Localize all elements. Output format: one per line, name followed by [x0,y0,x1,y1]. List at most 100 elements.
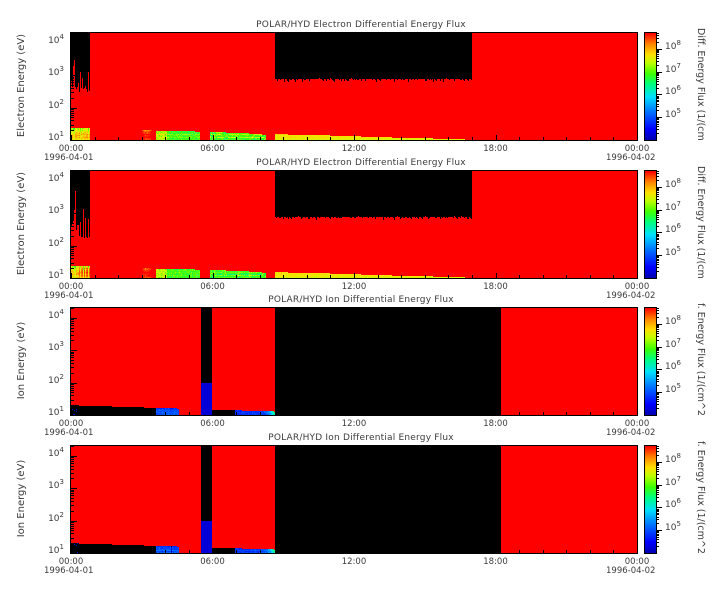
x-minor-tick [519,137,520,140]
y-minor-tick [71,80,74,81]
colorbar-minor-tick [656,490,659,491]
colorbar-minor-tick [656,234,659,235]
colorbar-minor-tick [656,333,659,334]
x-minor-tick [142,137,143,140]
y-tick-label: 103 [48,478,64,492]
x-minor-tick [472,550,473,553]
x-tick-label: 00:00 [624,282,650,292]
colorbar-minor-tick [656,534,659,535]
x-minor-tick [142,550,143,553]
x-minor-tick [543,550,544,553]
x-tick-label: 12:00 [341,557,367,567]
colorbar-minor-tick [656,42,659,43]
y-minor-tick [71,251,74,252]
x-minor-tick [401,275,402,278]
colorbar-minor-tick [656,262,659,263]
colorbar-minor-tick [656,88,659,89]
x-minor-tick [189,137,190,140]
plot-area[interactable] [70,32,638,141]
colorbar-minor-tick [656,236,659,237]
y-minor-tick [71,530,74,531]
colorbar-minor-tick [656,401,659,402]
x-minor-tick [260,137,261,140]
x-minor-tick [118,137,119,140]
y-minor-tick [71,363,74,364]
x-minor-tick [236,412,237,415]
colorbar-gradient [645,446,656,553]
colorbar-tick-mark [656,117,662,118]
plot-area[interactable] [70,307,638,416]
y-minor-tick [71,223,74,224]
y-minor-tick [71,505,74,506]
colorbar-minor-tick [656,271,659,272]
spectrogram-image [71,33,637,140]
colorbar-minor-tick [656,336,659,337]
y-tick-mark [71,140,77,141]
y-minor-tick [71,109,74,110]
x-tick-label: 06:00 [200,557,225,567]
colorbar-minor-tick [656,97,659,98]
y-axis-label: Ion Energy (eV) [16,321,27,400]
colorbar-minor-tick [656,317,659,318]
colorbar-minor-tick [656,58,659,59]
colorbar-minor-tick [656,352,659,353]
y-minor-tick [71,533,74,534]
x-tick-label: 00:00 [58,144,84,154]
y-minor-tick [71,220,74,221]
colorbar-minor-tick [656,257,659,258]
y-minor-tick [71,226,74,227]
plot-area[interactable] [70,445,638,554]
x-minor-tick [401,137,402,140]
x-axis-start-date: 1996-04-01 [44,566,94,576]
y-minor-tick [71,230,74,231]
spectrogram-image [71,308,637,415]
colorbar-minor-tick [656,51,659,52]
y-tick-label: 104 [48,170,64,184]
y-tick-mark [71,350,77,351]
y-minor-tick [71,400,74,401]
colorbar-minor-tick [656,129,659,130]
colorbar-minor-tick [656,259,659,260]
spectrogram-image [71,171,637,278]
colorbar-minor-tick [656,509,659,510]
y-minor-tick [71,543,74,544]
x-tick-mark [637,135,638,140]
x-tick-mark [354,548,355,553]
x-minor-tick [425,275,426,278]
colorbar-tick-label: 107 [665,199,681,213]
colorbar-minor-tick [656,539,659,540]
x-tick-label: 06:00 [200,419,225,429]
colorbar-minor-tick [656,375,659,376]
x-minor-tick [307,275,308,278]
plot-area[interactable] [70,170,638,279]
colorbar-minor-tick [656,379,659,380]
y-tick-mark [71,553,77,554]
colorbar-minor-tick [656,61,659,62]
colorbar-gradient [645,171,656,278]
colorbar-tick-label: 105 [665,107,681,121]
colorbar-minor-tick [656,448,659,449]
colorbar-tick-mark [656,210,662,211]
colorbar-minor-tick [656,126,659,127]
y-minor-tick [71,33,74,34]
x-tick-mark [213,273,214,278]
y-minor-tick [71,308,74,309]
x-minor-tick [95,550,96,553]
colorbar-minor-tick [656,465,659,466]
x-tick-mark [71,273,72,278]
x-minor-tick [165,412,166,415]
colorbar-minor-tick [656,404,659,405]
colorbar-minor-tick [656,264,659,265]
y-minor-tick [71,92,74,93]
y-minor-tick [71,457,74,458]
x-tick-mark [637,548,638,553]
x-tick-label: 12:00 [341,144,367,154]
y-minor-tick [71,182,74,183]
colorbar-minor-tick [656,455,659,456]
x-minor-tick [519,412,520,415]
y-minor-tick [71,461,74,462]
x-axis-end-date: 1996-04-02 [606,291,656,301]
x-minor-tick [425,550,426,553]
colorbar-minor-tick [656,203,659,204]
y-tick-label: 102 [48,372,64,386]
